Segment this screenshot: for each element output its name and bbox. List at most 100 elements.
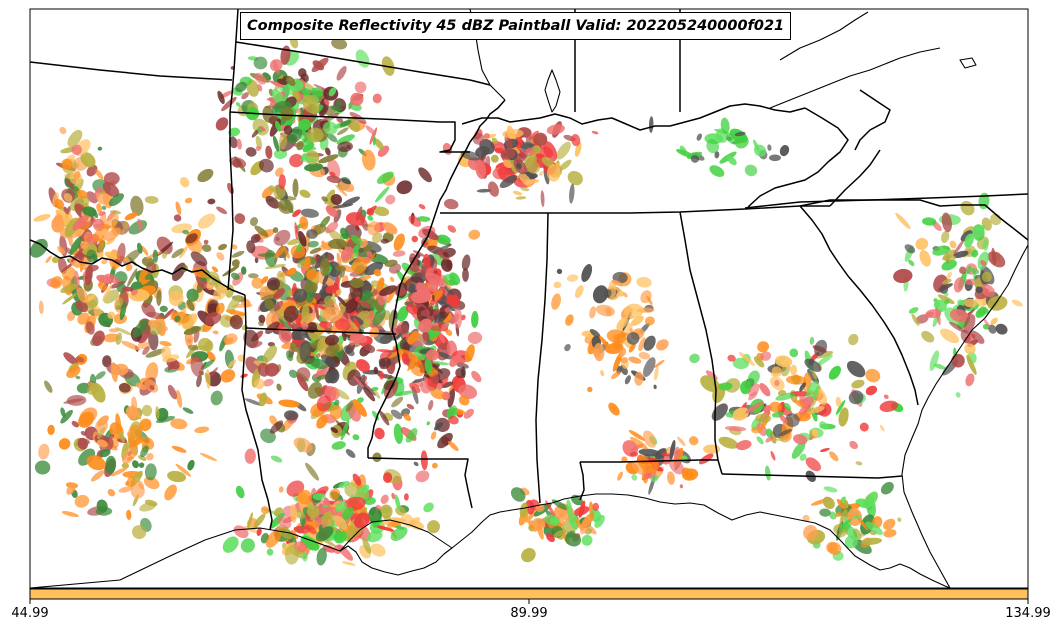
reflectivity-blob — [264, 249, 277, 267]
reflectivity-blob — [284, 410, 299, 421]
reflectivity-blob — [389, 276, 395, 282]
reflectivity-blob — [244, 448, 256, 464]
reflectivity-blob — [372, 307, 386, 327]
reflectivity-blob — [434, 290, 443, 301]
reflectivity-blob — [418, 318, 433, 333]
reflectivity-blob — [1011, 299, 1023, 307]
reflectivity-blob — [443, 198, 459, 210]
reflectivity-blob — [192, 245, 202, 254]
reflectivity-blob — [142, 346, 150, 355]
reflectivity-blob — [440, 258, 453, 272]
reflectivity-blob — [286, 350, 294, 362]
reflectivity-blob — [216, 302, 225, 315]
reflectivity-blob — [298, 118, 311, 131]
reflectivity-blob — [413, 461, 419, 467]
reflectivity-blob — [352, 244, 360, 254]
reflectivity-blob — [751, 426, 763, 434]
lake-huron-shore — [779, 11, 869, 61]
reflectivity-blob — [540, 190, 545, 207]
reflectivity-blob — [101, 205, 107, 211]
reflectivity-blob — [339, 120, 352, 127]
reflectivity-blob — [335, 289, 341, 295]
reflectivity-blob — [67, 129, 83, 148]
reflectivity-blob — [269, 415, 278, 426]
reflectivity-blob — [352, 473, 362, 486]
reflectivity-blob — [263, 378, 274, 387]
reflectivity-blob — [92, 224, 110, 242]
reflectivity-blob — [140, 245, 149, 256]
reflectivity-blob — [581, 264, 593, 282]
reflectivity-blob — [126, 476, 136, 488]
reflectivity-blob — [835, 400, 846, 415]
reflectivity-blob — [272, 60, 280, 75]
reflectivity-blob — [638, 352, 651, 360]
reflectivity-blob — [549, 517, 560, 525]
reflectivity-blob — [390, 526, 408, 541]
reflectivity-blob — [965, 373, 975, 387]
reflectivity-blob — [605, 307, 612, 316]
reflectivity-blob — [500, 148, 516, 160]
reflectivity-blob — [366, 530, 383, 543]
reflectivity-blob — [119, 301, 127, 321]
reflectivity-blob — [408, 215, 422, 227]
reflectivity-blob — [122, 446, 137, 464]
wv-border — [854, 89, 891, 151]
reflectivity-blob — [164, 484, 177, 501]
reflectivity-blob — [518, 172, 533, 187]
reflectivity-blob — [475, 159, 487, 180]
reflectivity-blob — [648, 116, 654, 133]
reflectivity-blob — [753, 139, 760, 152]
reflectivity-blob — [101, 258, 108, 265]
reflectivity-blob — [302, 94, 320, 114]
reflectivity-blob — [325, 205, 338, 218]
reflectivity-blob — [268, 185, 276, 193]
reflectivity-blob — [233, 525, 249, 539]
reflectivity-blob — [368, 508, 382, 523]
reflectivity-blob — [144, 195, 159, 204]
reflectivity-blob — [380, 238, 389, 244]
reflectivity-blob — [336, 252, 342, 267]
reflectivity-blob — [441, 321, 449, 331]
reflectivity-blob — [433, 308, 440, 316]
reflectivity-blob — [328, 87, 337, 97]
reflectivity-blob — [778, 429, 792, 437]
reflectivity-blob — [96, 192, 111, 205]
reflectivity-blob — [266, 548, 274, 556]
reflectivity-blob — [270, 455, 283, 463]
reflectivity-blob — [472, 133, 485, 145]
reflectivity-blob — [256, 528, 262, 536]
reflectivity-blob — [541, 156, 555, 168]
reflectivity-blob — [424, 358, 433, 375]
reflectivity-blob — [326, 321, 333, 329]
reflectivity-blob — [301, 322, 309, 330]
reflectivity-blob — [982, 239, 989, 251]
reflectivity-blob — [608, 402, 620, 416]
reflectivity-blob — [78, 253, 85, 261]
reflectivity-blob — [260, 506, 270, 515]
reflectivity-blob — [556, 141, 571, 160]
reflectivity-blob — [720, 117, 730, 134]
reflectivity-blob — [102, 283, 113, 302]
reflectivity-blob — [618, 347, 627, 358]
reflectivity-blob — [126, 509, 132, 520]
reflectivity-blob — [785, 413, 800, 427]
reflectivity-blob — [616, 316, 629, 331]
reflectivity-blob — [144, 463, 157, 481]
reflectivity-blob — [140, 445, 149, 458]
reflectivity-blob — [405, 428, 418, 443]
kentucky-east-border — [747, 107, 849, 208]
reflectivity-blob — [333, 544, 343, 554]
reflectivity-blob — [369, 127, 378, 145]
reflectivity-blob — [296, 374, 309, 392]
reflectivity-blob — [329, 301, 333, 308]
lake-erie-shore — [769, 47, 941, 109]
reflectivity-blob — [769, 401, 782, 413]
reflectivity-blob — [941, 212, 952, 233]
reflectivity-blob — [638, 337, 647, 352]
reflectivity-blob — [673, 446, 681, 461]
reflectivity-blob — [403, 413, 412, 422]
reflectivity-blob — [354, 81, 367, 94]
reflectivity-blob — [296, 246, 302, 252]
reflectivity-blob — [362, 149, 376, 171]
reflectivity-blob — [291, 339, 301, 344]
